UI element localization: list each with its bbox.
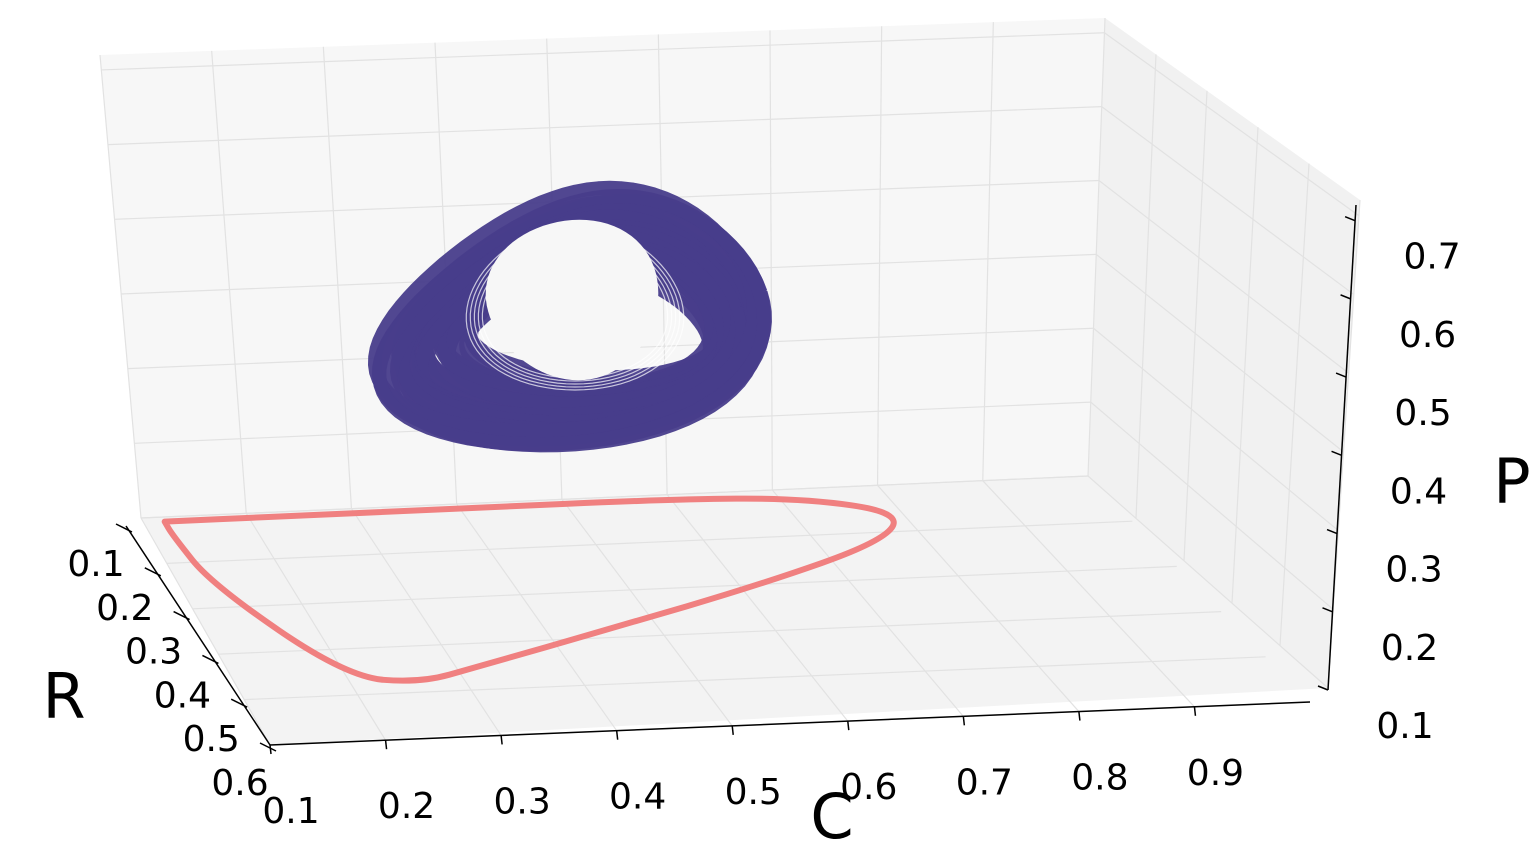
- grid-floor-c-8: [982, 480, 1195, 708]
- grid-floor-r-0: [140, 475, 1089, 519]
- z-tick-2-label: 0.3: [1385, 550, 1442, 591]
- grid-side-r-4: [1279, 163, 1310, 646]
- x-tick-1-label: 0.2: [378, 786, 435, 827]
- x-axis-line: [269, 701, 1311, 746]
- grid-back-c-2: [322, 46, 353, 509]
- side-wall-pane: [1088, 18, 1360, 688]
- x-tick-6-label: 0.7: [956, 762, 1013, 803]
- grid-side-p-4: [1098, 180, 1350, 374]
- z-axis-line: [1327, 204, 1357, 691]
- y-tick-4-label: 0.5: [183, 719, 240, 760]
- z-tick-5-label: 0.6: [1399, 315, 1456, 356]
- grid-floor-c-7: [877, 484, 1080, 712]
- y-tick-3-mark: [202, 654, 219, 665]
- grid-side-r-3: [1231, 127, 1259, 604]
- grid-back-c-1: [211, 50, 247, 514]
- grid-floor-c-4: [561, 498, 733, 727]
- y-tick-3-label: 0.4: [154, 675, 211, 716]
- grid-floor-c-3: [456, 503, 618, 732]
- z-tick-2-mark: [1326, 528, 1338, 535]
- attractor-loop-25: [372, 189, 772, 452]
- y-tick-2-label: 0.3: [125, 632, 182, 673]
- y-axis-line: [125, 525, 271, 746]
- grid-back-c-7: [876, 26, 883, 486]
- grid-back-c-6: [769, 30, 773, 491]
- x-tick-1-mark: [384, 740, 388, 750]
- x-tick-7-label: 0.8: [1071, 758, 1128, 799]
- z-tick-4-label: 0.5: [1394, 393, 1451, 434]
- x-tick-0-label: 0.1: [262, 791, 319, 832]
- z-tick-1-mark: [1322, 607, 1333, 613]
- y-tick-5-mark: [259, 742, 277, 752]
- z-tick-0-mark: [1317, 685, 1329, 691]
- z-axis-title: P: [1493, 445, 1530, 518]
- z-tick-5-mark: [1340, 294, 1351, 300]
- series-layer: [161, 180, 897, 684]
- grid-side-p-5: [1101, 106, 1355, 295]
- y-tick-5-label: 0.6: [211, 763, 268, 804]
- grid-back-c-8: [982, 22, 994, 481]
- grid-side-r-0: [1087, 17, 1106, 477]
- x-tick-3-label: 0.4: [609, 777, 666, 818]
- x-tick-2-mark: [500, 735, 503, 745]
- grid-floor-r-3: [218, 611, 1222, 655]
- z-tick-4-mark: [1335, 372, 1347, 378]
- floor-projection-curve: [161, 495, 897, 684]
- x-tick-5-label: 0.6: [840, 767, 897, 808]
- grid-side-r-1: [1135, 54, 1157, 519]
- z-tick-0-label: 0.1: [1376, 706, 1433, 747]
- x-tick-8-label: 0.9: [1187, 753, 1244, 794]
- z-tick-6-mark: [1344, 215, 1356, 222]
- grid-side-p-0: [1087, 475, 1329, 689]
- x-tick-4-label: 0.5: [725, 772, 782, 813]
- x-tick-7-mark: [1078, 711, 1081, 721]
- axis-lines: [125, 204, 1357, 746]
- x-axis-title: C: [810, 780, 853, 853]
- grid-floor-r-1: [166, 520, 1133, 564]
- x-tick-6-mark: [962, 716, 966, 726]
- grid-back-c-0: [99, 54, 142, 519]
- z-tick-3-label: 0.4: [1390, 471, 1447, 512]
- y-tick-2-mark: [173, 610, 190, 621]
- grid-back-p-5: [107, 106, 1102, 146]
- grid-floor-c-1: [245, 513, 387, 741]
- grid-side-r-2: [1183, 90, 1208, 561]
- x-tick-3-mark: [615, 730, 619, 740]
- attractor-hole: [485, 219, 659, 381]
- y-tick-1-label: 0.2: [96, 588, 153, 629]
- x-tick-4-mark: [731, 725, 734, 735]
- x-tick-8-mark: [1193, 706, 1197, 716]
- grid-floor-c-5: [666, 494, 849, 722]
- x-tick-0-mark: [269, 744, 272, 755]
- z-tick-1-label: 0.2: [1381, 628, 1438, 669]
- z-tick-3-mark: [1331, 450, 1342, 457]
- grid-side-p-3: [1095, 253, 1344, 453]
- x-tick-5-mark: [847, 721, 850, 731]
- grid-floor-c-6: [771, 489, 964, 717]
- y-axis-title: R: [42, 660, 85, 733]
- grid-floor-r-4: [244, 656, 1266, 701]
- z-tick-6-label: 0.7: [1403, 237, 1460, 278]
- grid-floor-c-2: [350, 508, 502, 736]
- y-tick-4-mark: [230, 698, 248, 708]
- tick-layer: 0.1 0.2 0.3 0.4 0.5 0.6 0.7 0.8 0.90.10.20.30.40…: [67, 215, 1461, 832]
- y-tick-1-mark: [144, 567, 162, 577]
- grid-side-p-2: [1093, 327, 1339, 532]
- y-tick-0-label: 0.1: [67, 544, 124, 585]
- grid-side-p-6: [1104, 32, 1360, 217]
- grid-floor-r-2: [192, 565, 1177, 610]
- y-tick-0-mark: [115, 523, 133, 533]
- grid-floor-c-0: [140, 517, 271, 746]
- x-tick-2-label: 0.3: [493, 781, 550, 822]
- grid-side-p-1: [1090, 401, 1334, 610]
- grid-back-p-6: [101, 32, 1105, 71]
